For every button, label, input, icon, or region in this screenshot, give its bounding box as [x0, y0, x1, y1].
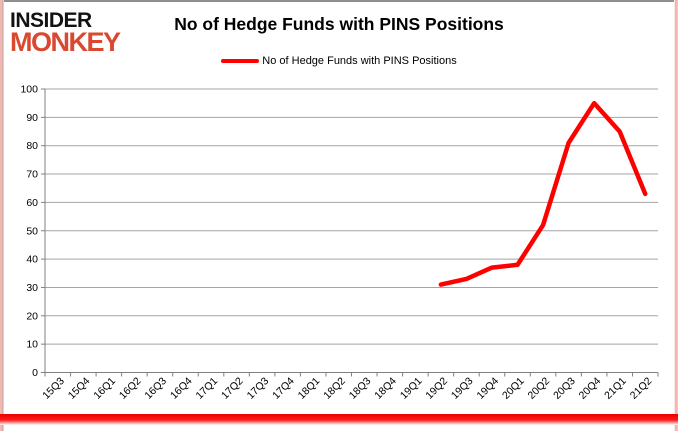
x-tick-label: 17Q1: [193, 375, 220, 402]
y-tick-label: 30: [26, 282, 38, 294]
legend-label: No of Hedge Funds with PINS Positions: [262, 55, 457, 67]
y-tick-label: 20: [26, 310, 38, 322]
x-tick-label: 20Q2: [526, 375, 553, 402]
x-tick-label: 20Q3: [551, 375, 578, 402]
y-tick-label: 10: [26, 339, 38, 351]
x-tick-label: 16Q3: [142, 375, 169, 402]
frame-border-bottom: [0, 414, 678, 425]
x-tick-label: 18Q3: [347, 375, 374, 402]
x-tick-label: 16Q1: [91, 375, 118, 402]
x-tick-label: 18Q2: [321, 375, 348, 402]
insider-monkey-logo: INSIDER MONKEY: [10, 9, 121, 57]
y-tick-label: 40: [26, 254, 38, 266]
frame-border-right: [674, 0, 678, 431]
chart-legend: No of Hedge Funds with PINS Positions: [0, 55, 678, 67]
series-line: [438, 100, 648, 287]
y-tick-label: 50: [26, 225, 38, 237]
x-tick-label: 17Q4: [270, 375, 297, 402]
x-tick-label: 19Q1: [398, 375, 425, 402]
logo-insider-text: INSIDER: [10, 9, 92, 32]
x-tick-label: 20Q4: [577, 375, 604, 402]
x-tick-label: 16Q4: [168, 375, 195, 402]
x-tick-label: 19Q2: [423, 375, 450, 402]
logo-monkey-text: MONKEY: [10, 27, 121, 57]
x-tick-label: 18Q1: [296, 375, 323, 402]
y-tick-label: 80: [26, 140, 38, 152]
x-tick-label: 21Q1: [602, 375, 629, 402]
x-tick-label: 17Q3: [245, 375, 272, 402]
frame-border-top: [0, 0, 678, 2]
x-tick-label: 17Q2: [219, 375, 246, 402]
y-tick-label: 100: [20, 84, 38, 96]
chart-title: No of Hedge Funds with PINS Positions: [174, 14, 504, 34]
y-tick-label: 70: [26, 169, 38, 181]
x-tick-label: 19Q3: [449, 375, 476, 402]
legend-line-swatch: [221, 59, 260, 63]
x-tick-label: 18Q4: [372, 375, 399, 402]
y-tick-label: 0: [32, 367, 38, 379]
x-tick-label: 21Q2: [628, 375, 655, 402]
frame-border-left: [0, 0, 4, 431]
x-tick-label: 16Q2: [117, 375, 144, 402]
x-tick-label: 15Q4: [66, 375, 93, 402]
x-tick-label: 19Q4: [474, 375, 501, 402]
x-tick-label: 15Q3: [40, 375, 67, 402]
y-tick-label: 60: [26, 197, 38, 209]
x-tick-label: 20Q1: [500, 375, 527, 402]
y-tick-label: 90: [26, 112, 38, 124]
